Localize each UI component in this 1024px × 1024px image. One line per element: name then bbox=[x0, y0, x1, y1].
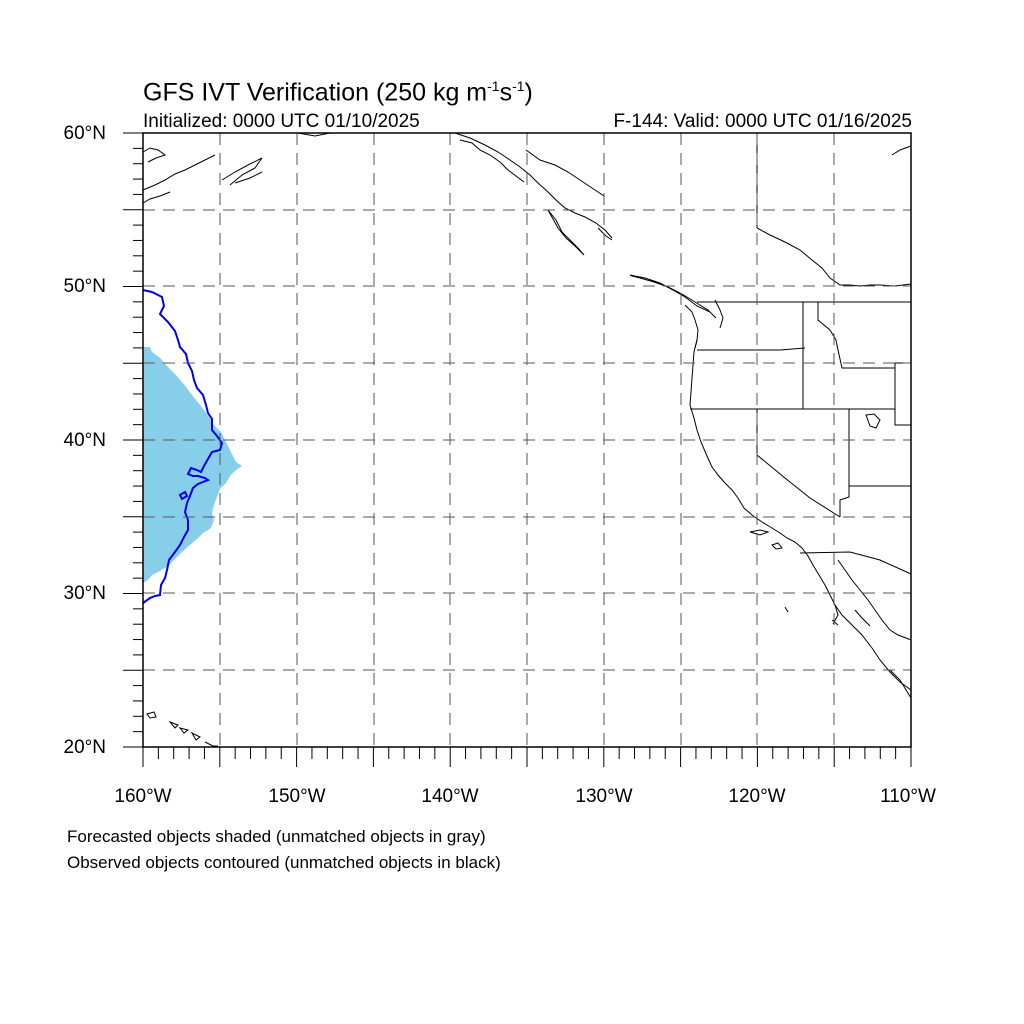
lon-label-160w: 160°W bbox=[114, 786, 172, 807]
forecast-legend-note: Forecasted objects shaded (unmatched obj… bbox=[67, 827, 486, 846]
lon-label-120w: 120°W bbox=[728, 786, 786, 807]
map-title: GFS IVT Verification (250 kg m-1s-1) bbox=[143, 78, 533, 107]
lat-label-30n: 30°N bbox=[63, 583, 106, 604]
lon-label-130w: 130°W bbox=[575, 786, 633, 807]
lat-label-50n: 50°N bbox=[63, 276, 106, 297]
coastlines bbox=[142, 132, 912, 747]
graticule bbox=[143, 133, 911, 747]
initialized-label: Initialized: 0000 UTC 01/10/2025 bbox=[143, 111, 420, 132]
lon-label-140w: 140°W bbox=[421, 786, 479, 807]
lon-label-110w: 110°W bbox=[880, 786, 936, 807]
observed-legend-note: Observed objects contoured (unmatched ob… bbox=[67, 853, 501, 872]
valid-time-label: F-144: Valid: 0000 UTC 01/16/2025 bbox=[613, 111, 912, 132]
lat-label-20n: 20°N bbox=[63, 737, 106, 758]
axis-ticks bbox=[123, 132, 912, 767]
observed-object-contour bbox=[142, 289, 224, 604]
lat-label-60n: 60°N bbox=[63, 123, 106, 144]
lon-label-150w: 150°W bbox=[268, 786, 326, 807]
observed-object-island bbox=[178, 490, 189, 501]
forecast-object bbox=[143, 347, 242, 583]
lat-label-40n: 40°N bbox=[63, 430, 106, 451]
